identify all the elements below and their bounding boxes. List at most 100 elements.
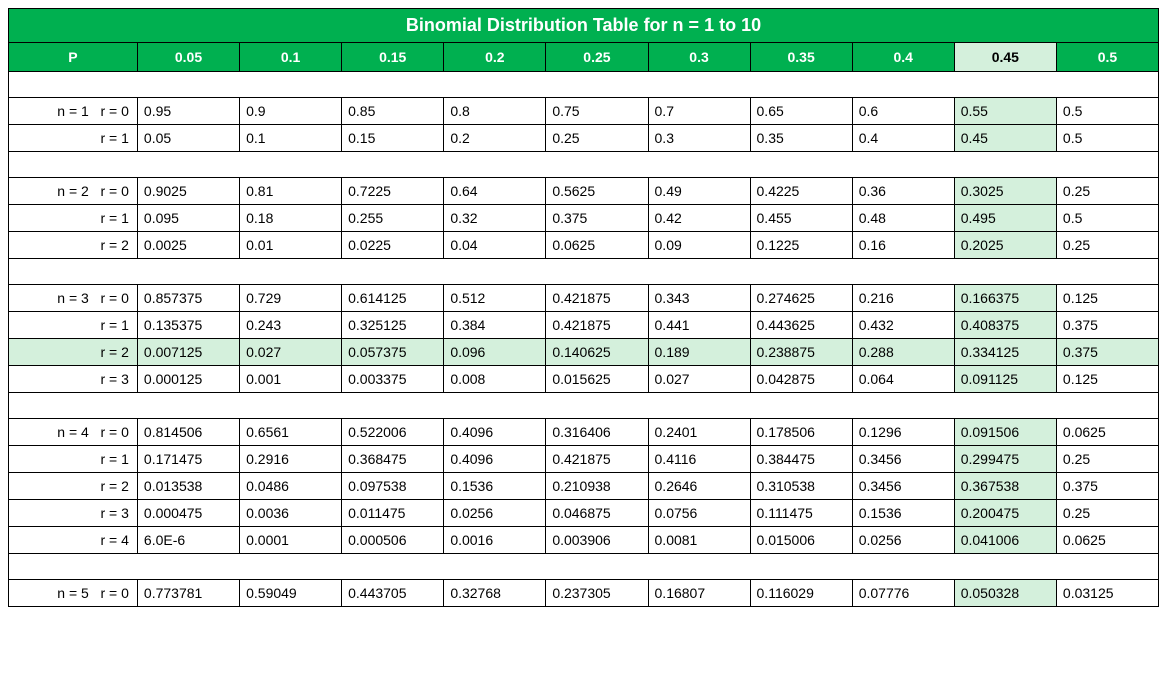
data-cell: 0.1296 [852,419,954,446]
row-label: r = 2 [9,473,138,500]
data-cell: 0.2401 [648,419,750,446]
p-header: 0.15 [342,43,444,72]
data-cell: 0.85 [342,98,444,125]
data-cell: 0.432 [852,312,954,339]
data-cell: 0.003375 [342,366,444,393]
data-cell: 0.0225 [342,232,444,259]
data-cell: 0.6 [852,98,954,125]
row-label: n = 3 r = 0 [9,285,138,312]
data-cell: 0.814506 [137,419,239,446]
data-cell: 0.49 [648,178,750,205]
data-cell: 0.32 [444,205,546,232]
data-cell: 0.011475 [342,500,444,527]
data-cell: 0.125 [1056,285,1158,312]
data-cell: 0.0625 [1056,527,1158,554]
data-cell: 0.091125 [954,366,1056,393]
data-cell: 0.0001 [240,527,342,554]
data-cell: 0.09 [648,232,750,259]
data-cell: 0.05 [137,125,239,152]
data-cell: 0.729 [240,285,342,312]
data-cell: 0.16807 [648,580,750,607]
data-cell: 0.6561 [240,419,342,446]
data-cell: 0.008 [444,366,546,393]
table-title: Binomial Distribution Table for n = 1 to… [9,9,1159,43]
spacer [9,152,1159,178]
data-cell: 0.2 [444,125,546,152]
data-cell: 0.384475 [750,446,852,473]
data-cell: 0.125 [1056,366,1158,393]
row-label: r = 3 [9,500,138,527]
data-cell: 0.0625 [1056,419,1158,446]
p-label: P [9,43,138,72]
data-cell: 0.243 [240,312,342,339]
data-cell: 0.091506 [954,419,1056,446]
data-cell: 0.3025 [954,178,1056,205]
data-cell: 0.443625 [750,312,852,339]
data-cell: 0.178506 [750,419,852,446]
data-cell: 0.16 [852,232,954,259]
data-cell: 0.343 [648,285,750,312]
data-cell: 0.384 [444,312,546,339]
spacer [9,72,1159,98]
spacer [9,259,1159,285]
data-cell: 0.25 [1056,446,1158,473]
p-header: 0.35 [750,43,852,72]
data-cell: 0.75 [546,98,648,125]
data-cell: 0.316406 [546,419,648,446]
data-cell: 0.003906 [546,527,648,554]
data-cell: 0.5625 [546,178,648,205]
data-cell: 0.0756 [648,500,750,527]
data-cell: 0.171475 [137,446,239,473]
row-label: r = 3 [9,366,138,393]
data-cell: 0.015625 [546,366,648,393]
data-cell: 0.42 [648,205,750,232]
data-cell: 0.375 [1056,339,1158,366]
data-cell: 0.443705 [342,580,444,607]
data-cell: 0.59049 [240,580,342,607]
data-cell: 0.046875 [546,500,648,527]
data-cell: 0.368475 [342,446,444,473]
row-label: r = 2 [9,339,138,366]
p-header: 0.45 [954,43,1056,72]
data-cell: 0.027 [648,366,750,393]
row-label: n = 1 r = 0 [9,98,138,125]
data-cell: 0.7 [648,98,750,125]
data-cell: 0.25 [1056,178,1158,205]
data-cell: 0.375 [1056,312,1158,339]
data-cell: 0.522006 [342,419,444,446]
data-cell: 0.064 [852,366,954,393]
data-cell: 0.0625 [546,232,648,259]
data-cell: 0.9 [240,98,342,125]
p-header: 0.3 [648,43,750,72]
data-cell: 0.36 [852,178,954,205]
data-cell: 0.45 [954,125,1056,152]
data-cell: 0.007125 [137,339,239,366]
data-cell: 0.111475 [750,500,852,527]
data-cell: 0.0081 [648,527,750,554]
data-cell: 0.0025 [137,232,239,259]
data-cell: 0.64 [444,178,546,205]
data-cell: 0.238875 [750,339,852,366]
data-cell: 0.0016 [444,527,546,554]
data-cell: 0.03125 [1056,580,1158,607]
p-header: 0.1 [240,43,342,72]
p-header: 0.4 [852,43,954,72]
data-cell: 0.455 [750,205,852,232]
data-cell: 0.95 [137,98,239,125]
data-cell: 0.0486 [240,473,342,500]
data-cell: 0.25 [1056,232,1158,259]
data-cell: 0.097538 [342,473,444,500]
data-cell: 0.237305 [546,580,648,607]
data-cell: 0.375 [1056,473,1158,500]
data-cell: 0.140625 [546,339,648,366]
data-cell: 0.255 [342,205,444,232]
data-cell: 0.2025 [954,232,1056,259]
data-cell: 0.367538 [954,473,1056,500]
data-cell: 0.0256 [852,527,954,554]
data-cell: 6.0E-6 [137,527,239,554]
data-cell: 0.0256 [444,500,546,527]
data-cell: 0.4225 [750,178,852,205]
data-cell: 0.027 [240,339,342,366]
data-cell: 0.4 [852,125,954,152]
data-cell: 0.35 [750,125,852,152]
